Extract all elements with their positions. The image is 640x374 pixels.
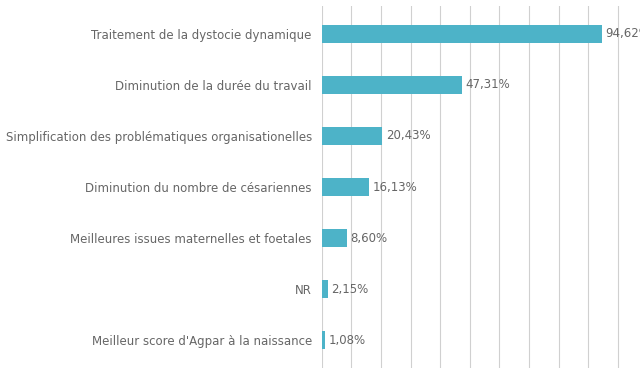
Bar [321, 127, 382, 145]
Text: 2,15%: 2,15% [332, 283, 369, 296]
Bar [321, 178, 369, 196]
Bar [321, 25, 602, 43]
Text: 94,62%: 94,62% [605, 27, 640, 40]
Text: 20,43%: 20,43% [386, 129, 430, 142]
Text: 47,31%: 47,31% [465, 78, 510, 91]
Text: 1,08%: 1,08% [328, 334, 365, 347]
Bar [321, 280, 328, 298]
Bar [321, 229, 347, 247]
Text: 8,60%: 8,60% [351, 232, 388, 245]
Bar [321, 331, 324, 349]
Text: 16,13%: 16,13% [373, 181, 418, 193]
Bar [321, 76, 462, 94]
